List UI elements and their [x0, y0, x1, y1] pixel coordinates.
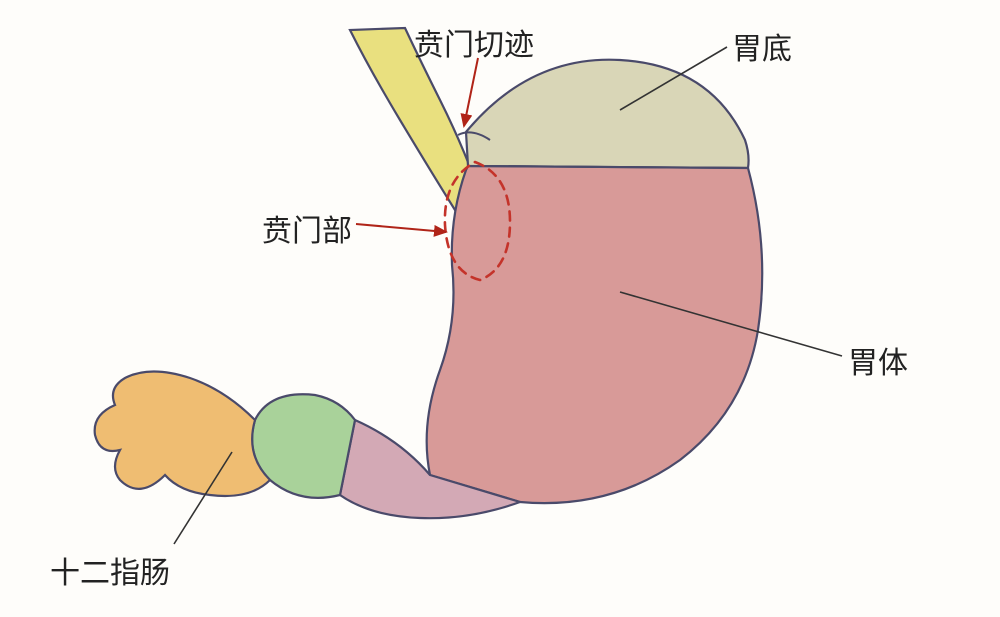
body-region: [427, 166, 763, 503]
stomach-diagram: [0, 0, 1000, 617]
cardiac-portion-label: 贲门部: [262, 206, 352, 250]
duodenum-label: 十二指肠: [50, 548, 170, 592]
cardiac-portion-arrow: [356, 224, 446, 232]
cardiac-notch-label: 贲门切迹: [414, 20, 534, 64]
fundus-region: [466, 60, 749, 168]
duodenum-region: [95, 372, 270, 497]
cardiac-notch-arrow: [464, 58, 478, 126]
fundus-label: 胃底: [732, 24, 792, 68]
body-label: 胃体: [848, 338, 908, 382]
